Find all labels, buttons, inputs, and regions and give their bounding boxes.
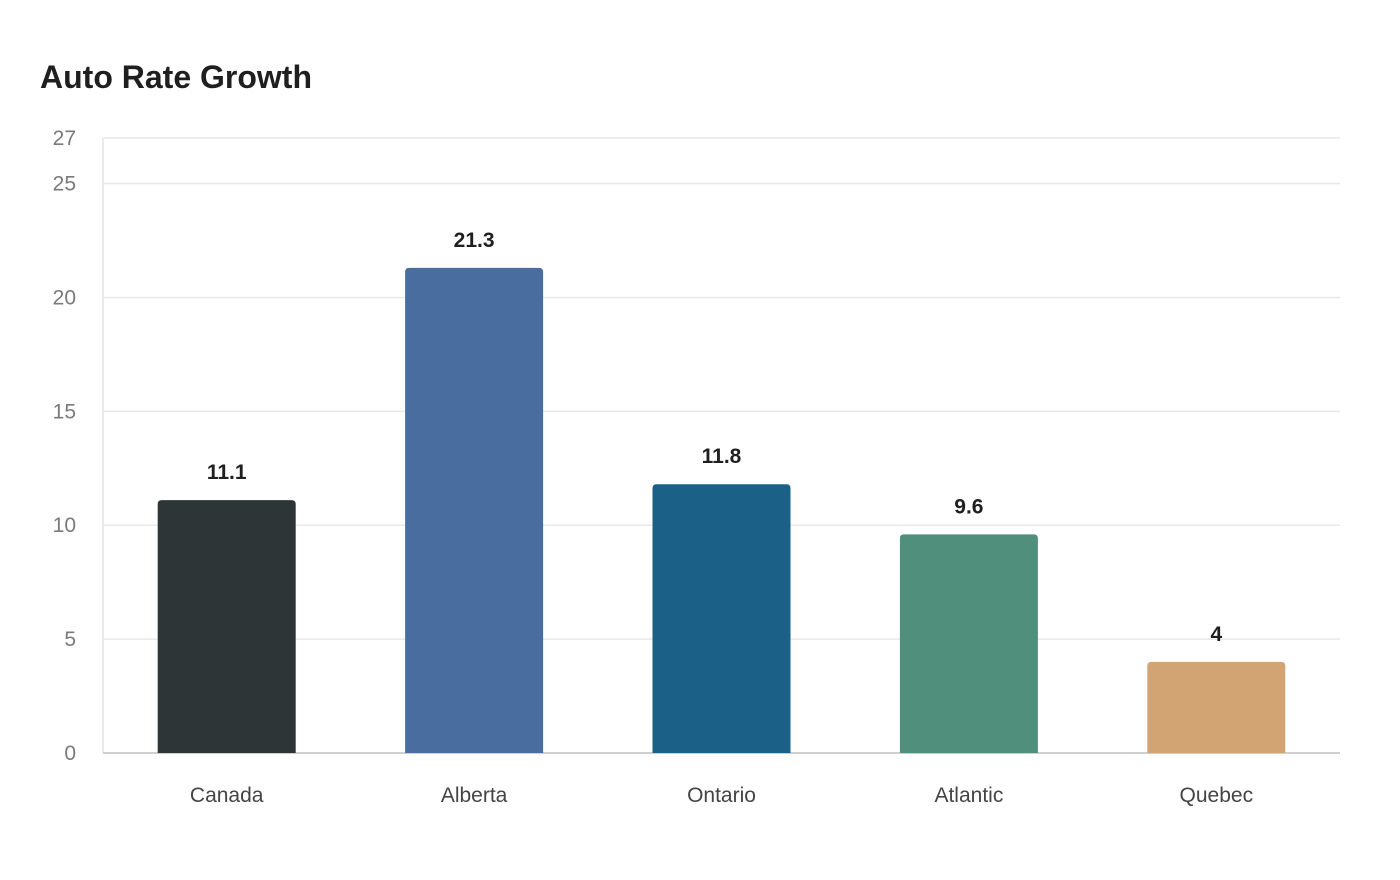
bar-ontario[interactable] [652,484,791,753]
y-tick-label: 15 [53,400,76,423]
bar-canada[interactable] [157,500,296,753]
y-tick-label: 10 [53,514,76,537]
category-label-quebec: Quebec [1180,784,1254,807]
y-tick-label: 5 [64,628,76,651]
y-tick-label: 20 [53,286,76,309]
bar-alberta[interactable] [405,267,544,753]
data-label-canada: 11.1 [207,461,247,484]
bar-atlantic[interactable] [899,534,1038,753]
category-label-alberta: Alberta [441,784,508,807]
data-label-alberta: 21.3 [454,229,495,252]
y-tick-label: 0 [64,742,76,765]
bar-quebec[interactable] [1147,661,1286,753]
y-axis-ticks: 0 5 10 15 20 25 27 [53,127,76,765]
data-label-ontario: 11.8 [702,445,742,468]
data-label-quebec: 4 [1210,623,1222,646]
chart-title: Auto Rate Growth [40,59,312,95]
category-label-ontario: Ontario [687,784,756,807]
category-label-canada: Canada [190,784,264,807]
y-tick-label: 25 [53,173,76,196]
x-axis-categories: Canada Alberta Ontario Atlantic Quebec [190,784,1253,807]
data-labels: 11.1 21.3 11.8 9.6 4 [207,229,1223,646]
category-label-atlantic: Atlantic [934,784,1003,807]
y-tick-label: 27 [53,127,76,150]
bars [157,267,1286,753]
data-label-atlantic: 9.6 [954,495,983,518]
